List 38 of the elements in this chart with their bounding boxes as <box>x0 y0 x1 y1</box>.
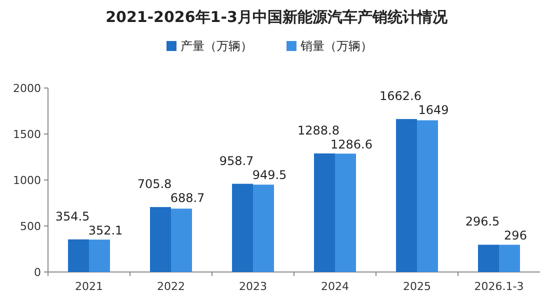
bar <box>499 244 520 272</box>
bar <box>68 239 89 272</box>
legend-label: 产量（万辆） <box>180 39 252 53</box>
bar <box>150 207 171 272</box>
x-tick-label: 2021 <box>75 280 103 293</box>
data-label: 354.5 <box>55 209 90 224</box>
bar <box>89 240 110 272</box>
legend-label: 销量（万辆） <box>300 39 372 53</box>
bar <box>478 244 499 272</box>
x-tick-label: 2024 <box>321 280 349 293</box>
x-tick-label: 2026.1-3 <box>474 280 524 293</box>
data-label: 296 <box>504 228 527 243</box>
chart-title: 2021-2026年1-3月中国新能源汽车产销统计情况 <box>106 8 448 26</box>
x-tick-label: 2023 <box>239 280 267 293</box>
data-label: 688.7 <box>170 191 205 206</box>
bar <box>335 154 356 272</box>
bar <box>253 184 274 272</box>
data-label: 1649 <box>418 103 449 118</box>
data-label: 958.7 <box>219 154 254 168</box>
bar <box>232 184 253 272</box>
data-label: 296.5 <box>465 214 500 229</box>
bar <box>396 119 417 272</box>
bar <box>171 208 192 272</box>
bar <box>314 153 335 272</box>
data-label: 1286.6 <box>330 137 372 152</box>
data-label: 705.8 <box>137 177 172 192</box>
data-label: 1662.6 <box>380 89 422 104</box>
y-tick-label: 0 <box>34 266 41 279</box>
data-label: 1288.8 <box>298 123 340 138</box>
data-label: 949.5 <box>252 168 287 182</box>
y-tick-label: 1500 <box>13 128 41 141</box>
y-tick-label: 500 <box>20 220 41 233</box>
y-tick-label: 2000 <box>13 82 41 95</box>
x-tick-label: 2025 <box>403 280 431 293</box>
bar <box>417 120 438 272</box>
x-tick-label: 2022 <box>157 280 185 293</box>
y-tick-label: 1000 <box>13 174 41 187</box>
data-label: 352.1 <box>88 223 123 238</box>
